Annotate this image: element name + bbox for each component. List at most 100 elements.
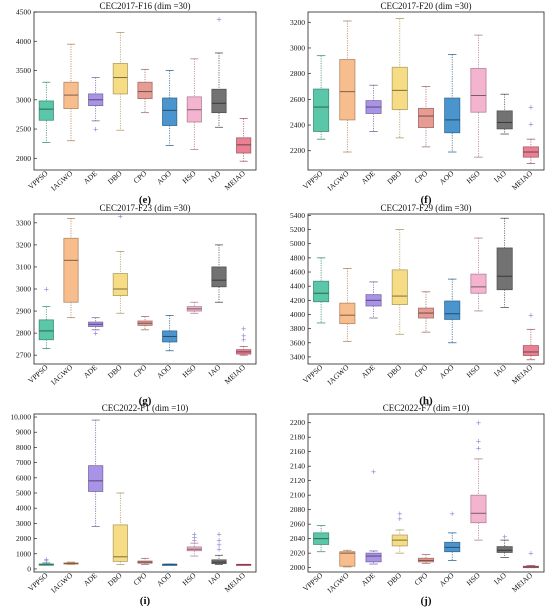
outlier-marker: + bbox=[117, 213, 123, 221]
outlier-marker: + bbox=[528, 120, 534, 128]
category-label: MEIAO bbox=[510, 570, 535, 594]
y-tick-label: 5000 bbox=[16, 489, 31, 498]
category-label: DBO bbox=[385, 570, 403, 588]
category-label: ADE bbox=[359, 169, 377, 186]
outlier-marker: + bbox=[241, 336, 247, 344]
outlier-marker: + bbox=[528, 104, 534, 112]
box-vppso bbox=[313, 88, 330, 132]
category-label: AOO bbox=[155, 570, 174, 588]
box-iao bbox=[211, 266, 227, 288]
chart-panel-4: CEC2017-F29 (dim =30) 3400 3600 3800 4000 420… bbox=[290, 203, 545, 407]
y-tick-label: 2700 bbox=[16, 351, 31, 360]
box-dbo bbox=[112, 273, 128, 297]
outlier-marker: + bbox=[476, 419, 482, 427]
box-dbo bbox=[112, 524, 128, 562]
plot-frame bbox=[307, 213, 545, 365]
box-hso bbox=[470, 494, 487, 524]
y-tick-label: 4000 bbox=[16, 37, 31, 46]
y-tick-label: 8000 bbox=[16, 443, 31, 452]
y-tick-label: 4000 bbox=[290, 310, 305, 319]
y-tick-label: 4200 bbox=[290, 296, 305, 305]
box-iao bbox=[211, 88, 227, 114]
box-dbo bbox=[112, 63, 128, 95]
y-tick-label: 2040 bbox=[290, 534, 305, 543]
category-label: CPO bbox=[131, 168, 148, 185]
category-label: HSO bbox=[180, 168, 198, 185]
category-label: VPPSO bbox=[26, 570, 50, 593]
category-label: CPO bbox=[412, 362, 429, 379]
box-iao bbox=[496, 110, 513, 130]
y-tick-label: 3300 bbox=[16, 218, 31, 227]
outlier-marker: + bbox=[528, 550, 534, 558]
y-tick-label: 3800 bbox=[290, 324, 305, 333]
category-label: IAO bbox=[206, 168, 222, 184]
panel-label: (h) bbox=[419, 395, 433, 407]
y-tick-label: 1000 bbox=[16, 549, 31, 558]
category-label: HSO bbox=[465, 362, 483, 379]
box-cpo bbox=[137, 81, 153, 100]
box-dbo bbox=[391, 269, 408, 305]
category-label: IAGWO bbox=[325, 362, 351, 386]
chart-title: CEC2017-F23 (dim =30) bbox=[99, 203, 190, 213]
category-label: IAO bbox=[492, 168, 508, 184]
box-aoo bbox=[444, 300, 461, 320]
outlier-marker: + bbox=[216, 537, 222, 545]
category-label: AOO bbox=[155, 362, 174, 380]
y-tick-label: 2800 bbox=[16, 329, 31, 338]
y-tick-label: 3100 bbox=[16, 262, 31, 271]
y-tick-label: 3500 bbox=[16, 66, 31, 75]
outlier-marker: + bbox=[371, 468, 377, 476]
category-label: IAGWO bbox=[49, 570, 75, 594]
chart-title: CEC2017-F16 (dim =30) bbox=[99, 1, 190, 11]
y-tick-label: 0 bbox=[27, 564, 31, 573]
box-dbo bbox=[391, 66, 408, 111]
category-label: HSO bbox=[180, 570, 198, 587]
y-tick-label: 5200 bbox=[290, 225, 305, 234]
category-label: IAGWO bbox=[49, 362, 75, 386]
outlier-marker: + bbox=[43, 557, 49, 565]
outlier-marker: + bbox=[397, 515, 403, 523]
y-tick-label: 2600 bbox=[290, 95, 305, 104]
y-tick-label: 2200 bbox=[290, 146, 305, 155]
box-vppso bbox=[38, 100, 54, 121]
y-tick-label: 3000 bbox=[290, 43, 305, 52]
category-label: ADE bbox=[82, 571, 100, 588]
y-tick-label: 3000 bbox=[16, 95, 31, 104]
y-tick-label: 4400 bbox=[290, 282, 305, 291]
y-tick-label: 2200 bbox=[290, 418, 305, 427]
box-hso bbox=[470, 273, 487, 294]
outlier-marker: + bbox=[93, 330, 99, 338]
chart-title: CEC2017-F29 (dim =30) bbox=[380, 203, 471, 213]
category-label: IAO bbox=[206, 362, 222, 378]
category-label: HSO bbox=[465, 168, 483, 185]
category-label: MEIAO bbox=[223, 168, 248, 192]
category-label: VPPSO bbox=[301, 168, 325, 191]
y-tick-label: 3000 bbox=[16, 285, 31, 294]
chart-panel-1: CEC2017-F16 (dim =30) 2000 2500 3000 3500 400… bbox=[16, 1, 257, 206]
category-label: IAGWO bbox=[49, 168, 75, 192]
box-iagwo bbox=[339, 59, 356, 121]
outlier-marker: + bbox=[449, 510, 455, 518]
y-tick-label: 2000 bbox=[16, 154, 31, 163]
chart-panel-3: CEC2017-F23 (dim =30) 2700 2800 2900 3000 310… bbox=[16, 203, 257, 407]
outlier-marker: + bbox=[502, 533, 508, 541]
plot-frame bbox=[33, 413, 257, 573]
y-tick-label: 3200 bbox=[16, 240, 31, 249]
outlier-marker: + bbox=[216, 531, 222, 539]
outlier-marker: + bbox=[216, 546, 222, 554]
y-tick-label: 3400 bbox=[290, 352, 305, 361]
category-label: CPO bbox=[412, 570, 429, 587]
y-tick-label: 3600 bbox=[290, 338, 305, 347]
y-tick-label: 4500 bbox=[16, 8, 31, 17]
y-tick-label: 2160 bbox=[290, 447, 305, 456]
category-label: DBO bbox=[106, 570, 124, 588]
category-label: ADE bbox=[82, 169, 100, 186]
category-label: IAO bbox=[206, 570, 222, 586]
chart-panel-5: CEC2022-F1 (dim =10) 0 1000 2000 3000 4000 500… bbox=[10, 403, 257, 607]
box-ade bbox=[88, 465, 104, 492]
category-label: VPPSO bbox=[301, 362, 325, 385]
category-label: DBO bbox=[106, 168, 124, 186]
chart-title: CEC2022-F7 (dim =10) bbox=[383, 403, 470, 413]
outlier-marker: + bbox=[216, 16, 222, 24]
